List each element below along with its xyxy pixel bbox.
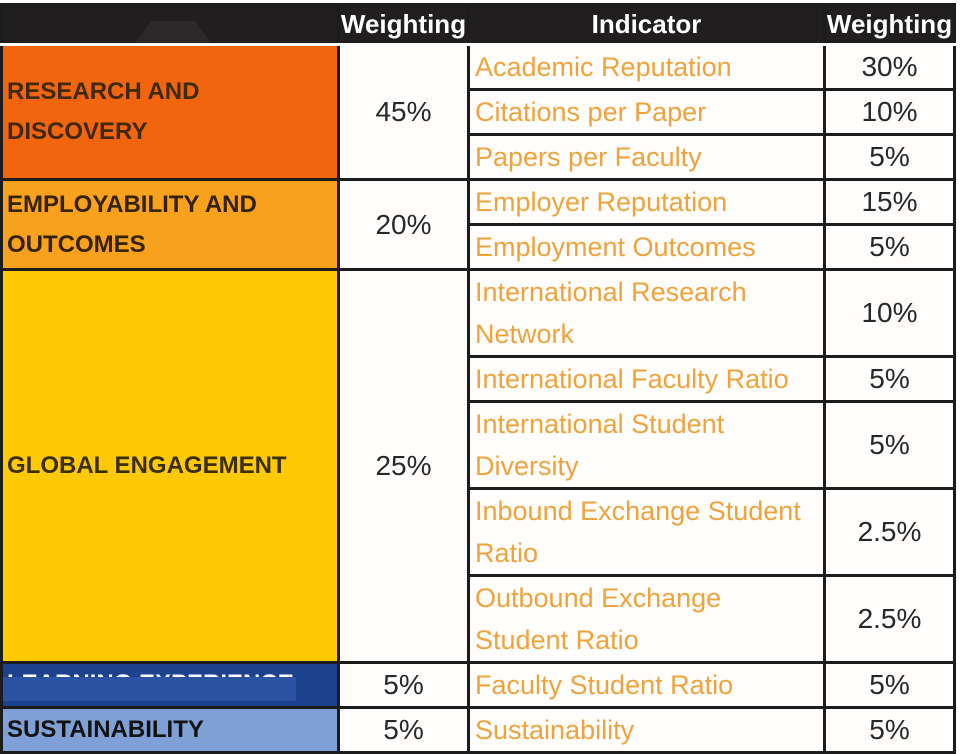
indicator-weighting-value: 5% bbox=[823, 133, 956, 181]
indicator-cell: Papers per Faculty bbox=[467, 133, 826, 181]
indicator-weighting-value: 5% bbox=[823, 661, 956, 709]
table-row: RESEARCH AND DISCOVERY 45% Academic Repu… bbox=[0, 43, 956, 181]
indicator-weighting-value: 10% bbox=[823, 268, 956, 358]
table-row: Outbound Exchange Student Ratio 2.5% bbox=[2, 574, 956, 664]
ranking-methodology-table: Weighting Indicator Weighting RESEARCH A… bbox=[0, 3, 956, 754]
indicator-weighting-value: 5% bbox=[823, 355, 956, 403]
indicator-cell: International Student Diversity bbox=[467, 400, 826, 490]
header-category-cell bbox=[0, 3, 340, 46]
table-row: International Student Diversity 5% bbox=[2, 400, 956, 490]
redaction-overlay bbox=[4, 676, 296, 701]
category-cell-employability-and-outcomes: EMPLOYABILITY AND OUTCOMES bbox=[0, 178, 340, 271]
indicator-cell: International Faculty Ratio bbox=[467, 355, 826, 403]
header-row: Weighting Indicator Weighting bbox=[0, 3, 956, 46]
indicator-cell: Employer Reputation bbox=[467, 178, 826, 226]
indicator-weighting-value: 30% bbox=[823, 43, 956, 91]
table-row: Citations per Paper 10% bbox=[2, 88, 956, 136]
indicator-cell: Inbound Exchange Student Ratio bbox=[467, 487, 826, 577]
indicator-cell: Faculty Student Ratio bbox=[467, 661, 826, 709]
table-row: LEARNING EXPERIENCE 5% Faculty Student R… bbox=[0, 661, 956, 709]
table-row: GLOBAL ENGAGEMENT 25% International Rese… bbox=[0, 268, 956, 664]
category-cell-sustainability: SUSTAINABILITY bbox=[0, 706, 340, 754]
table-row: EMPLOYABILITY AND OUTCOMES 20% Employer … bbox=[0, 178, 956, 271]
indicator-weighting-value: 2.5% bbox=[823, 574, 956, 664]
table-row: Employment Outcomes 5% bbox=[2, 223, 956, 271]
header-weighting-left: Weighting bbox=[337, 3, 470, 46]
indicator-weighting-value: 15% bbox=[823, 178, 956, 226]
table-row: SUSTAINABILITY 5% Sustainability 5% bbox=[0, 706, 956, 754]
header-smudge bbox=[131, 21, 215, 42]
category-weighting-value: 25% bbox=[337, 268, 470, 664]
indicator-cell: Outbound Exchange Student Ratio bbox=[467, 574, 826, 664]
indicator-cell: Academic Reputation bbox=[467, 43, 826, 91]
indicator-cell: Citations per Paper bbox=[467, 88, 826, 136]
category-cell-learning-experience: LEARNING EXPERIENCE bbox=[0, 661, 340, 709]
indicator-cell: Sustainability bbox=[467, 706, 826, 754]
category-cell-global-engagement: GLOBAL ENGAGEMENT bbox=[0, 268, 340, 664]
table-row: International Faculty Ratio 5% bbox=[2, 355, 956, 403]
indicator-weighting-value: 5% bbox=[823, 223, 956, 271]
category-weighting-value: 5% bbox=[337, 706, 470, 754]
header-weighting-right: Weighting bbox=[823, 3, 956, 46]
category-weighting-value: 20% bbox=[337, 178, 470, 271]
header-indicator: Indicator bbox=[467, 3, 826, 46]
category-weighting-value: 5% bbox=[337, 661, 470, 709]
table-row: Inbound Exchange Student Ratio 2.5% bbox=[2, 487, 956, 577]
indicator-weighting-value: 10% bbox=[823, 88, 956, 136]
indicator-weighting-value: 5% bbox=[823, 706, 956, 754]
category-cell-research-and-discovery: RESEARCH AND DISCOVERY bbox=[0, 43, 340, 181]
indicator-cell: Employment Outcomes bbox=[467, 223, 826, 271]
indicator-cell: International Research Network bbox=[467, 268, 826, 358]
indicator-weighting-value: 5% bbox=[823, 400, 956, 490]
category-weighting-value: 45% bbox=[337, 43, 470, 181]
table-row: Papers per Faculty 5% bbox=[2, 133, 956, 181]
indicator-weighting-value: 2.5% bbox=[823, 487, 956, 577]
